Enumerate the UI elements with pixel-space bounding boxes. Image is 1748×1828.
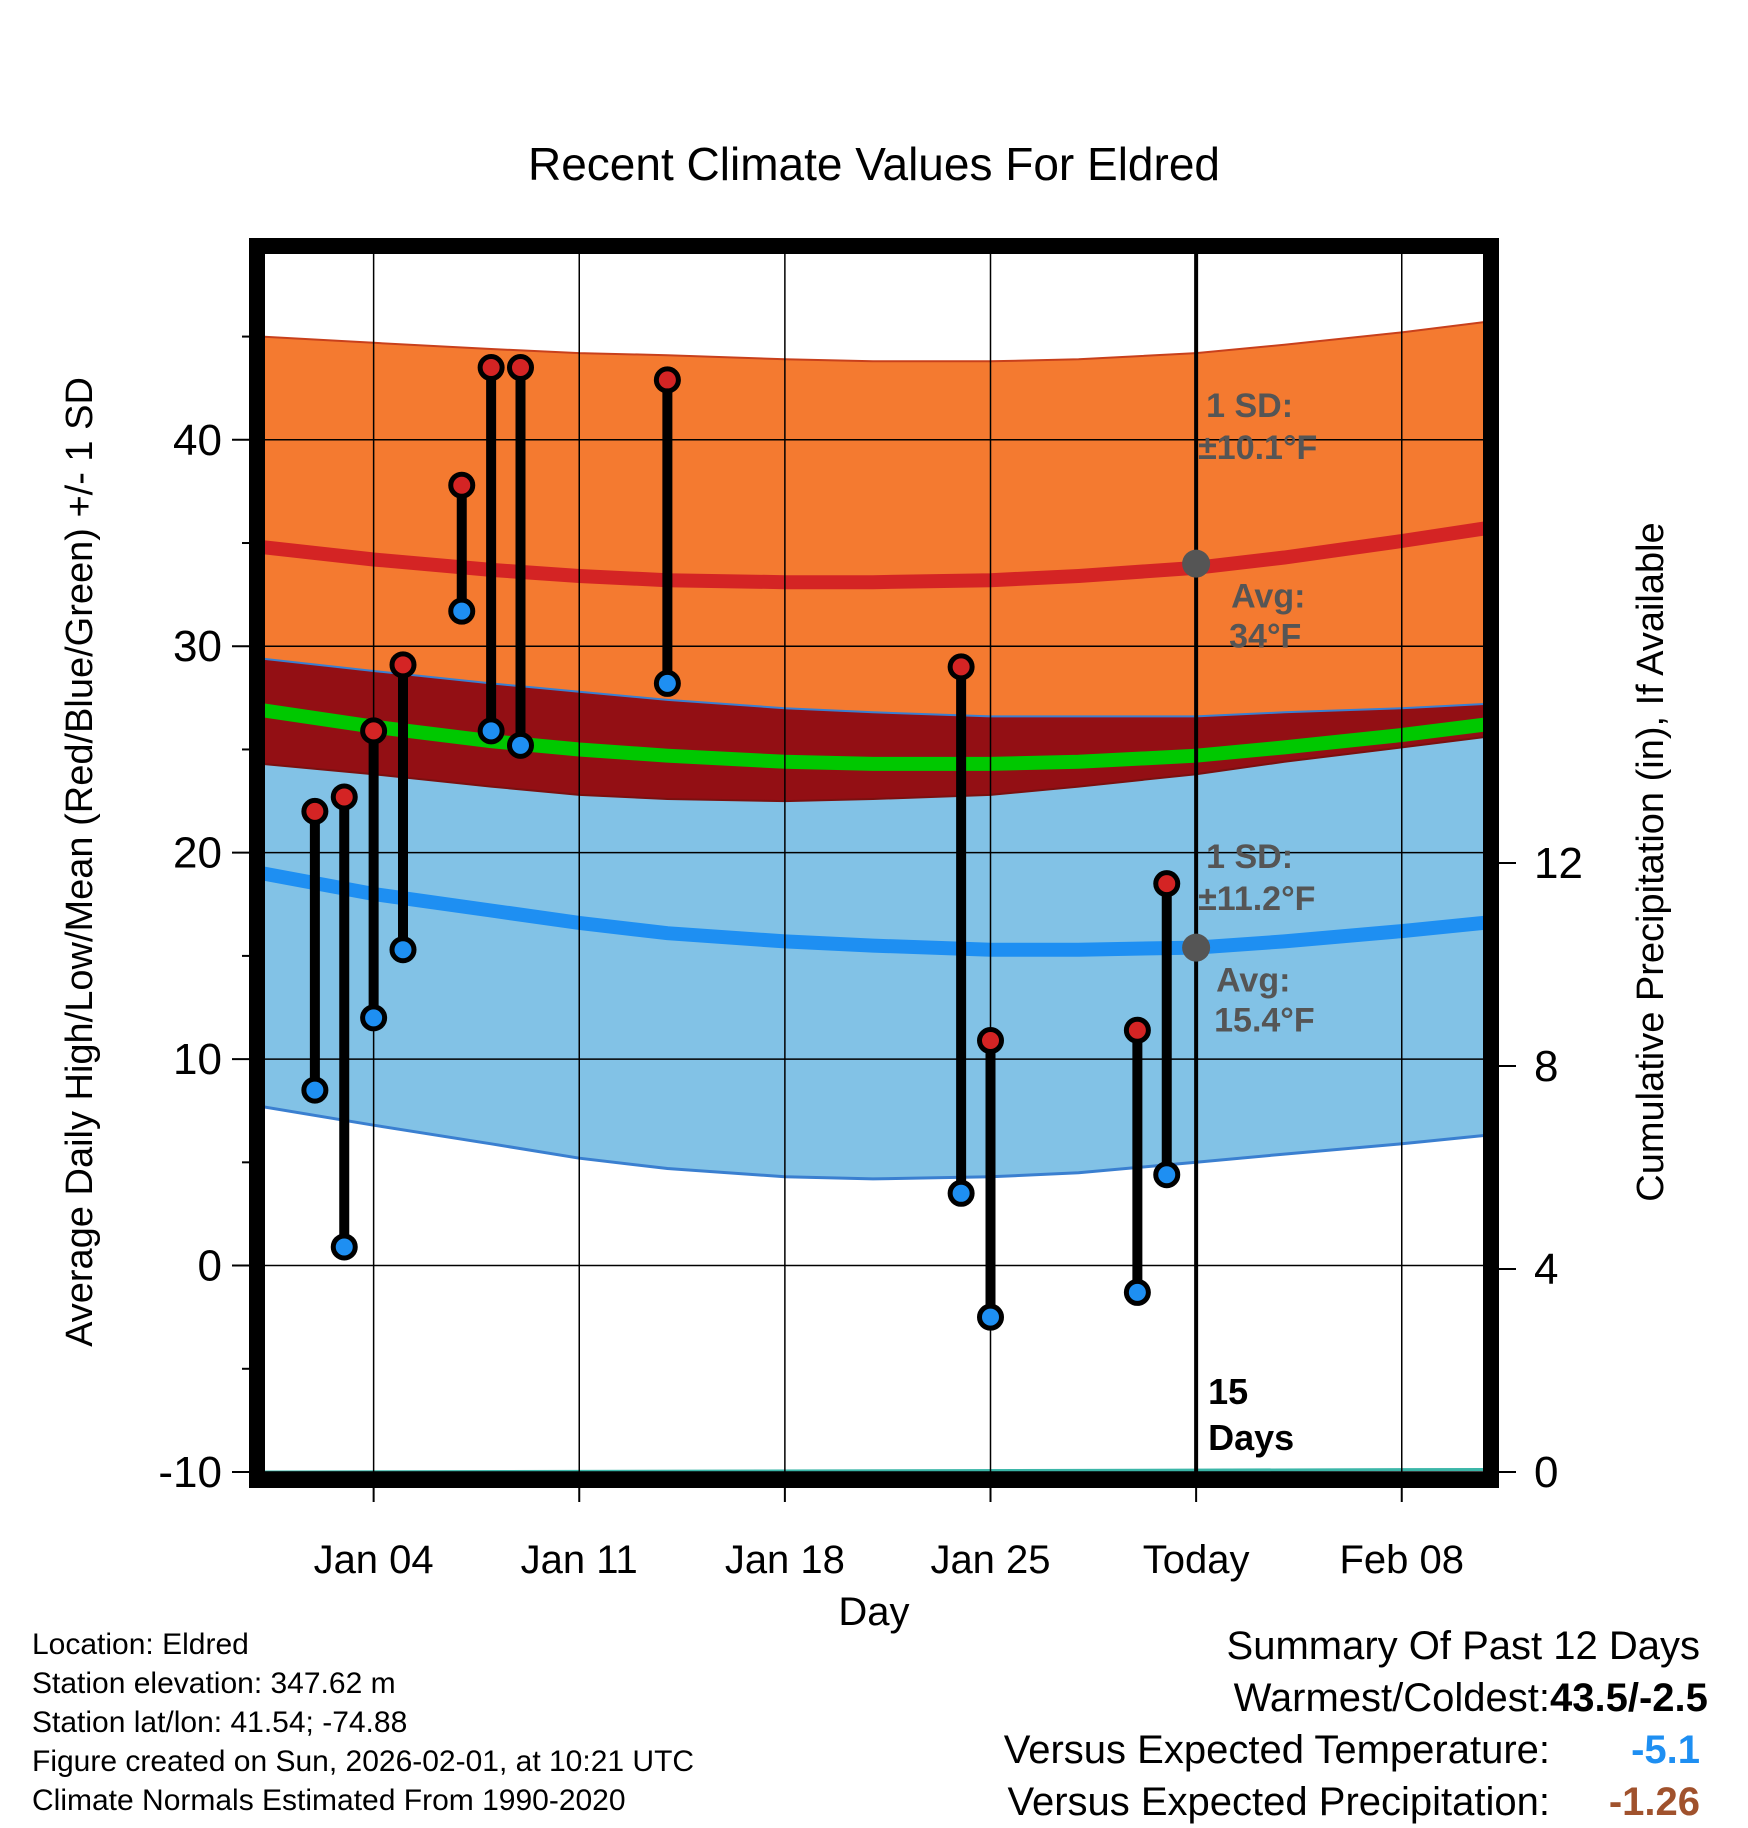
observation xyxy=(947,653,975,1207)
chart-title: Recent Climate Values For Eldred xyxy=(528,138,1220,190)
days-label: Days xyxy=(1208,1417,1294,1458)
today-low-avg-marker xyxy=(1182,933,1211,962)
y-tick-label: -10 xyxy=(158,1448,222,1497)
axes: -10 0 10 20 30 40 0 4 8 12 Jan 04 Jan 11 Jan 18 Jan 2… xyxy=(158,335,1583,1582)
high-temp-point xyxy=(448,471,476,499)
high-temp-point xyxy=(977,1027,1004,1055)
high-avg-label: Avg: xyxy=(1231,578,1305,616)
info-latlon: Station lat/lon: 41.54; -74.88 xyxy=(32,1706,408,1739)
observation xyxy=(977,1027,1004,1331)
observation xyxy=(653,366,681,697)
summary-precip: Versus Expected Precipitation: -1.26 xyxy=(1004,1776,1700,1828)
overlap-band xyxy=(262,658,1484,802)
info-elevation: Station elevation: 347.62 m xyxy=(32,1667,396,1700)
high-avg-value: 34°F xyxy=(1229,618,1301,656)
low-temp-point xyxy=(448,597,476,625)
low-temp-point xyxy=(389,936,417,964)
low-sd-label: 1 SD: xyxy=(1206,838,1293,876)
normal-low-line xyxy=(262,866,1484,957)
precip-value: -1.26 xyxy=(1608,1780,1700,1824)
summary-warmest-coldest: Warmest/Coldest:43.5/-2.5 xyxy=(1004,1672,1708,1724)
observation xyxy=(448,471,476,625)
normal-bands xyxy=(262,321,1484,1472)
low-band-upper-edge xyxy=(262,736,1484,803)
precip-label: Versus Expected Precipitation: xyxy=(1007,1780,1550,1824)
low-temp-point xyxy=(1153,1161,1181,1189)
observation xyxy=(477,354,505,745)
summary-temp: Versus Expected Temperature: -5.1 xyxy=(1004,1724,1700,1776)
station-info: Location: Eldred Station elevation: 347.… xyxy=(32,1625,694,1820)
high-temp-point xyxy=(477,354,505,382)
low-temp-point xyxy=(477,717,505,745)
summary-title: Summary Of Past 12 Days xyxy=(1226,1624,1700,1668)
observation xyxy=(1153,870,1181,1189)
today-high-avg-marker xyxy=(1182,549,1211,578)
high-sd-label: 1 SD: xyxy=(1206,387,1293,425)
observation xyxy=(330,783,358,1261)
x-tick-label: Jan 25 xyxy=(930,1538,1050,1582)
temp-value: -5.1 xyxy=(1631,1728,1700,1772)
high-temp-point xyxy=(653,366,681,394)
observations xyxy=(301,354,1181,1331)
info-created: Figure created on Sun, 2026-02-01, at 10… xyxy=(32,1745,695,1778)
low-sd-band xyxy=(262,737,1484,1179)
high-temp-point xyxy=(301,797,329,825)
y2-tick-label: 4 xyxy=(1534,1245,1558,1294)
low-temp-point xyxy=(507,731,534,759)
high-sd-value: ±10.1°F xyxy=(1198,429,1317,467)
high-temp-point xyxy=(507,354,534,382)
y2-axis-label: Cumulative Precipitation (in), If Availa… xyxy=(1630,522,1672,1201)
y-axis-label: Average Daily High/Low/Mean (Red/Blue/Gr… xyxy=(59,377,101,1347)
x-tick-label: Jan 18 xyxy=(725,1538,845,1582)
observation xyxy=(301,797,329,1104)
high-temp-point xyxy=(330,783,358,811)
high-temp-point xyxy=(360,717,388,745)
high-temp-point xyxy=(389,651,417,679)
low-avg-label: Avg: xyxy=(1216,962,1290,1000)
low-sd-value: ±11.2°F xyxy=(1198,880,1315,918)
info-normals: Climate Normals Estimated From 1990-2020 xyxy=(32,1784,626,1817)
y2-tick-label: 0 xyxy=(1534,1448,1558,1497)
y2-tick-label: 12 xyxy=(1534,839,1583,888)
low-avg-value: 15.4°F xyxy=(1214,1002,1315,1040)
high-temp-point xyxy=(1123,1016,1151,1044)
y-tick-label: 0 xyxy=(198,1242,222,1291)
x-axis-label: Day xyxy=(838,1590,909,1634)
low-temp-point xyxy=(1123,1278,1151,1306)
low-temp-point xyxy=(977,1303,1004,1331)
observation xyxy=(1123,1016,1151,1306)
temp-label: Versus Expected Temperature: xyxy=(1003,1728,1550,1772)
low-temp-point xyxy=(330,1233,358,1261)
info-location: Location: Eldred xyxy=(32,1628,249,1661)
low-temp-point xyxy=(947,1179,975,1207)
low-temp-point xyxy=(653,669,681,697)
plot-frame xyxy=(249,238,1499,1488)
observation xyxy=(360,717,388,1032)
x-tick-label: Today xyxy=(1143,1538,1250,1582)
low-temp-point xyxy=(301,1076,329,1104)
high-temp-point xyxy=(1153,870,1181,898)
y-tick-label: 40 xyxy=(173,416,222,465)
high-temp-point xyxy=(947,653,975,681)
days-count: 15 xyxy=(1208,1371,1248,1412)
low-temp-point xyxy=(360,1004,388,1032)
high-band-upper-edge xyxy=(262,321,1484,363)
x-tick-label: Feb 08 xyxy=(1339,1538,1464,1582)
x-tick-label: Jan 04 xyxy=(314,1538,434,1582)
high-sd-band xyxy=(262,322,1484,717)
low-band-lower-edge xyxy=(262,1105,1484,1181)
y-tick-label: 10 xyxy=(173,1035,222,1084)
y-tick-label: 30 xyxy=(173,622,222,671)
observation xyxy=(507,354,534,759)
y2-tick-label: 8 xyxy=(1534,1042,1558,1091)
observation xyxy=(389,651,417,964)
warmest-coldest-label: Warmest/Coldest: xyxy=(1233,1676,1550,1720)
y-tick-label: 20 xyxy=(173,829,222,878)
warmest-coldest-value: 43.5/-2.5 xyxy=(1550,1676,1708,1720)
summary-panel: Summary Of Past 12 Days Warmest/Coldest:… xyxy=(1004,1620,1708,1828)
x-tick-label: Jan 11 xyxy=(521,1538,638,1582)
